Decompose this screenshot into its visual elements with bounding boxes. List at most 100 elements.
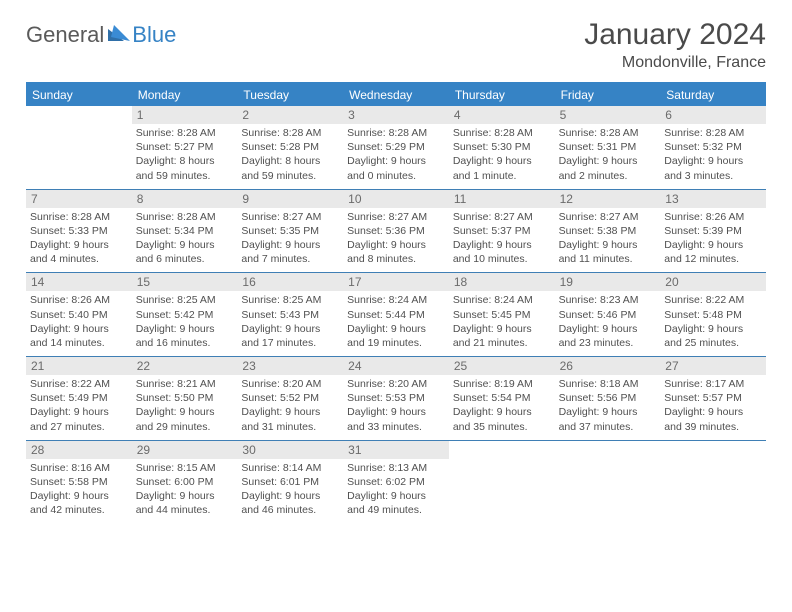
day-cell: 25Sunrise: 8:19 AMSunset: 5:54 PMDayligh… xyxy=(449,357,555,440)
sunset: Sunset: 5:48 PM xyxy=(664,308,762,322)
day-cell xyxy=(26,106,132,189)
daylight: Daylight: 9 hours and 6 minutes. xyxy=(136,238,234,266)
day-cell: 15Sunrise: 8:25 AMSunset: 5:42 PMDayligh… xyxy=(132,273,238,356)
day-number: 20 xyxy=(660,273,766,291)
daylight: Daylight: 9 hours and 46 minutes. xyxy=(241,489,339,517)
sunset: Sunset: 5:58 PM xyxy=(30,475,128,489)
sunset: Sunset: 6:01 PM xyxy=(241,475,339,489)
sunrise: Sunrise: 8:13 AM xyxy=(347,461,445,475)
day-cell: 23Sunrise: 8:20 AMSunset: 5:52 PMDayligh… xyxy=(237,357,343,440)
sunrise: Sunrise: 8:15 AM xyxy=(136,461,234,475)
daylight: Daylight: 9 hours and 33 minutes. xyxy=(347,405,445,433)
day-cell: 10Sunrise: 8:27 AMSunset: 5:36 PMDayligh… xyxy=(343,190,449,273)
daylight: Daylight: 9 hours and 10 minutes. xyxy=(453,238,551,266)
week-row: 28Sunrise: 8:16 AMSunset: 5:58 PMDayligh… xyxy=(26,441,766,524)
sunrise: Sunrise: 8:24 AM xyxy=(453,293,551,307)
sunrise: Sunrise: 8:16 AM xyxy=(30,461,128,475)
sunset: Sunset: 5:36 PM xyxy=(347,224,445,238)
day-cell: 31Sunrise: 8:13 AMSunset: 6:02 PMDayligh… xyxy=(343,441,449,524)
sunrise: Sunrise: 8:28 AM xyxy=(664,126,762,140)
weekday-wed: Wednesday xyxy=(343,84,449,106)
day-number: 19 xyxy=(555,273,661,291)
sunset: Sunset: 5:35 PM xyxy=(241,224,339,238)
day-cell: 20 Sunrise: 8:22 AMSunset: 5:48 PMDayligh… xyxy=(660,273,766,356)
sunset: Sunset: 5:38 PM xyxy=(559,224,657,238)
day-number: 21 xyxy=(26,357,132,375)
sunrise: Sunrise: 8:22 AM xyxy=(30,377,128,391)
day-cell: 18Sunrise: 8:24 AMSunset: 5:45 PMDayligh… xyxy=(449,273,555,356)
sunset: Sunset: 5:50 PM xyxy=(136,391,234,405)
daylight: Daylight: 9 hours and 44 minutes. xyxy=(136,489,234,517)
day-number: 31 xyxy=(343,441,449,459)
day-number: 2 xyxy=(237,106,343,124)
day-cell: 3Sunrise: 8:28 AMSunset: 5:29 PMDaylight… xyxy=(343,106,449,189)
title-block: January 2024 Mondonville, France xyxy=(584,18,766,72)
sunset: Sunset: 5:57 PM xyxy=(664,391,762,405)
sunset: Sunset: 5:30 PM xyxy=(453,140,551,154)
sunset: Sunset: 5:33 PM xyxy=(30,224,128,238)
day-number: 10 xyxy=(343,190,449,208)
sunset: Sunset: 5:54 PM xyxy=(453,391,551,405)
sunrise: Sunrise: 8:20 AM xyxy=(241,377,339,391)
day-number: 12 xyxy=(555,190,661,208)
sunset: Sunset: 5:39 PM xyxy=(664,224,762,238)
day-number: 30 xyxy=(237,441,343,459)
daylight: Daylight: 9 hours and 3 minutes. xyxy=(664,154,762,182)
header: General Blue January 2024 Mondonville, F… xyxy=(26,18,766,72)
sunrise: Sunrise: 8:17 AM xyxy=(664,377,762,391)
daylight: Daylight: 9 hours and 7 minutes. xyxy=(241,238,339,266)
weekday-thu: Thursday xyxy=(449,84,555,106)
day-cell xyxy=(555,441,661,524)
day-cell: 13Sunrise: 8:26 AMSunset: 5:39 PMDayligh… xyxy=(660,190,766,273)
day-cell: 12Sunrise: 8:27 AMSunset: 5:38 PMDayligh… xyxy=(555,190,661,273)
daylight: Daylight: 9 hours and 37 minutes. xyxy=(559,405,657,433)
sunrise: Sunrise: 8:26 AM xyxy=(664,210,762,224)
day-number: 18 xyxy=(449,273,555,291)
day-cell: 21Sunrise: 8:22 AMSunset: 5:49 PMDayligh… xyxy=(26,357,132,440)
day-cell: 22Sunrise: 8:21 AMSunset: 5:50 PMDayligh… xyxy=(132,357,238,440)
day-number: 26 xyxy=(555,357,661,375)
weekday-fri: Friday xyxy=(555,84,661,106)
logo-text-blue: Blue xyxy=(132,22,176,48)
day-number: 13 xyxy=(660,190,766,208)
daylight: Daylight: 9 hours and 0 minutes. xyxy=(347,154,445,182)
sunrise: Sunrise: 8:28 AM xyxy=(241,126,339,140)
weekday-sun: Sunday xyxy=(26,84,132,106)
sunset: Sunset: 5:28 PM xyxy=(241,140,339,154)
day-number: 4 xyxy=(449,106,555,124)
sunrise: Sunrise: 8:25 AM xyxy=(136,293,234,307)
week-row: 21 Sunrise: 8:22 AMSunset: 5:49 PM Dayligh… xyxy=(26,357,766,441)
sunrise: Sunrise: 8:22 AM xyxy=(664,293,762,307)
sunrise: Sunrise: 8:28 AM xyxy=(559,126,657,140)
sunset: Sunset: 5:31 PM xyxy=(559,140,657,154)
daylight: Daylight: 9 hours and 25 minutes. xyxy=(664,322,762,350)
day-cell: 24Sunrise: 8:20 AMSunset: 5:53 PMDayligh… xyxy=(343,357,449,440)
sunset: Sunset: 5:37 PM xyxy=(453,224,551,238)
day-cell: 7Sunrise: 8:28 AMSunset: 5:33 PMDaylight… xyxy=(26,190,132,273)
sunset: Sunset: 5:43 PM xyxy=(241,308,339,322)
sunrise: Sunrise: 8:14 AM xyxy=(241,461,339,475)
sunrise: Sunrise: 8:28 AM xyxy=(136,210,234,224)
day-cell: 2Sunrise: 8:28 AMSunset: 5:28 PMDaylight… xyxy=(237,106,343,189)
sunset: Sunset: 5:44 PM xyxy=(347,308,445,322)
day-cell: 16Sunrise: 8:25 AMSunset: 5:43 PMDayligh… xyxy=(237,273,343,356)
sunrise: Sunrise: 8:27 AM xyxy=(347,210,445,224)
daylight: Daylight: 9 hours and 39 minutes. xyxy=(664,405,762,433)
daylight: Daylight: 9 hours and 1 minute. xyxy=(453,154,551,182)
sunrise: Sunrise: 8:21 AM xyxy=(136,377,234,391)
daylight: Daylight: 9 hours and 23 minutes. xyxy=(559,322,657,350)
daylight: Daylight: 8 hours and 59 minutes. xyxy=(136,154,234,182)
day-number: 11 xyxy=(449,190,555,208)
sunset: Sunset: 5:49 PM xyxy=(30,391,128,405)
day-number: 15 xyxy=(132,273,238,291)
sunset: Sunset: 5:52 PM xyxy=(241,391,339,405)
day-cell: 11Sunrise: 8:27 AMSunset: 5:37 PMDayligh… xyxy=(449,190,555,273)
sunset: Sunset: 5:46 PM xyxy=(559,308,657,322)
sunrise: Sunrise: 8:20 AM xyxy=(347,377,445,391)
day-cell: 1Sunrise: 8:28 AMSunset: 5:27 PMDaylight… xyxy=(132,106,238,189)
sunrise: Sunrise: 8:23 AM xyxy=(559,293,657,307)
sunrise: Sunrise: 8:28 AM xyxy=(136,126,234,140)
day-cell: 30 Sunrise: 8:14 AMSunset: 6:01 PMDayligh… xyxy=(237,441,343,524)
day-cell: 8Sunrise: 8:28 AMSunset: 5:34 PMDaylight… xyxy=(132,190,238,273)
day-number: 6 xyxy=(660,106,766,124)
